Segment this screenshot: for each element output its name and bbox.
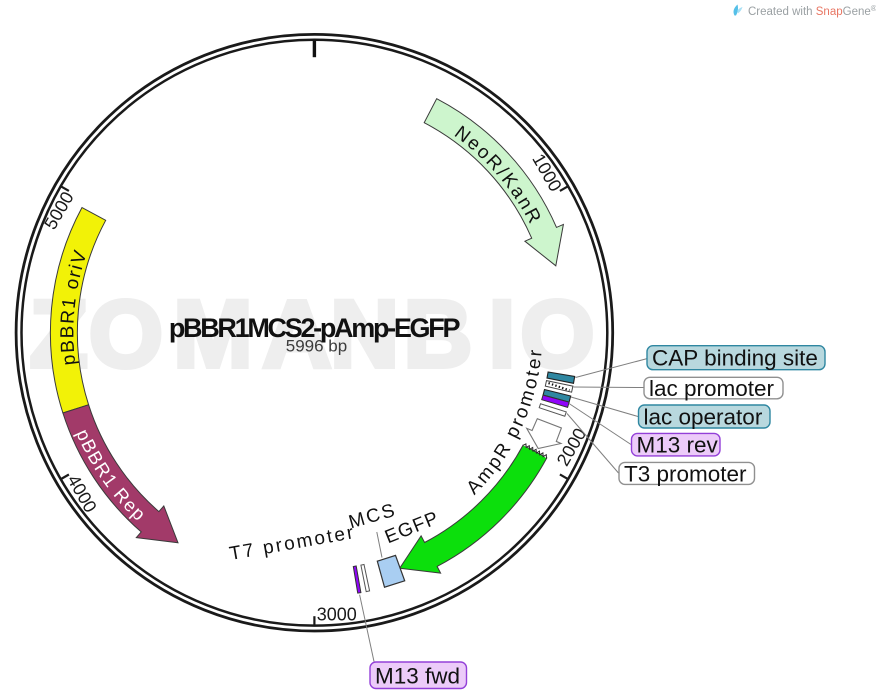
svg-text:lac promoter: lac promoter <box>649 376 775 401</box>
svg-text:Created with SnapGene®: Created with SnapGene® <box>748 4 876 18</box>
svg-text:5996 bp: 5996 bp <box>286 337 347 356</box>
svg-text:M13 fwd: M13 fwd <box>375 663 460 688</box>
svg-text:I: I <box>489 282 515 388</box>
svg-text:CAP binding site: CAP binding site <box>652 346 818 371</box>
svg-text:pBBR1MCS2-pAmp-EGFP: pBBR1MCS2-pAmp-EGFP <box>169 313 461 343</box>
svg-text:N: N <box>330 282 399 388</box>
svg-text:O: O <box>521 282 595 388</box>
svg-text:A: A <box>263 282 332 388</box>
svg-text:M: M <box>173 282 252 388</box>
svg-text:lac operator: lac operator <box>644 405 763 430</box>
svg-text:3000: 3000 <box>317 605 357 625</box>
svg-text:T3 promoter: T3 promoter <box>624 461 747 486</box>
svg-text:B: B <box>404 282 473 388</box>
svg-text:O: O <box>89 282 163 388</box>
svg-text:M13 rev: M13 rev <box>637 433 719 458</box>
